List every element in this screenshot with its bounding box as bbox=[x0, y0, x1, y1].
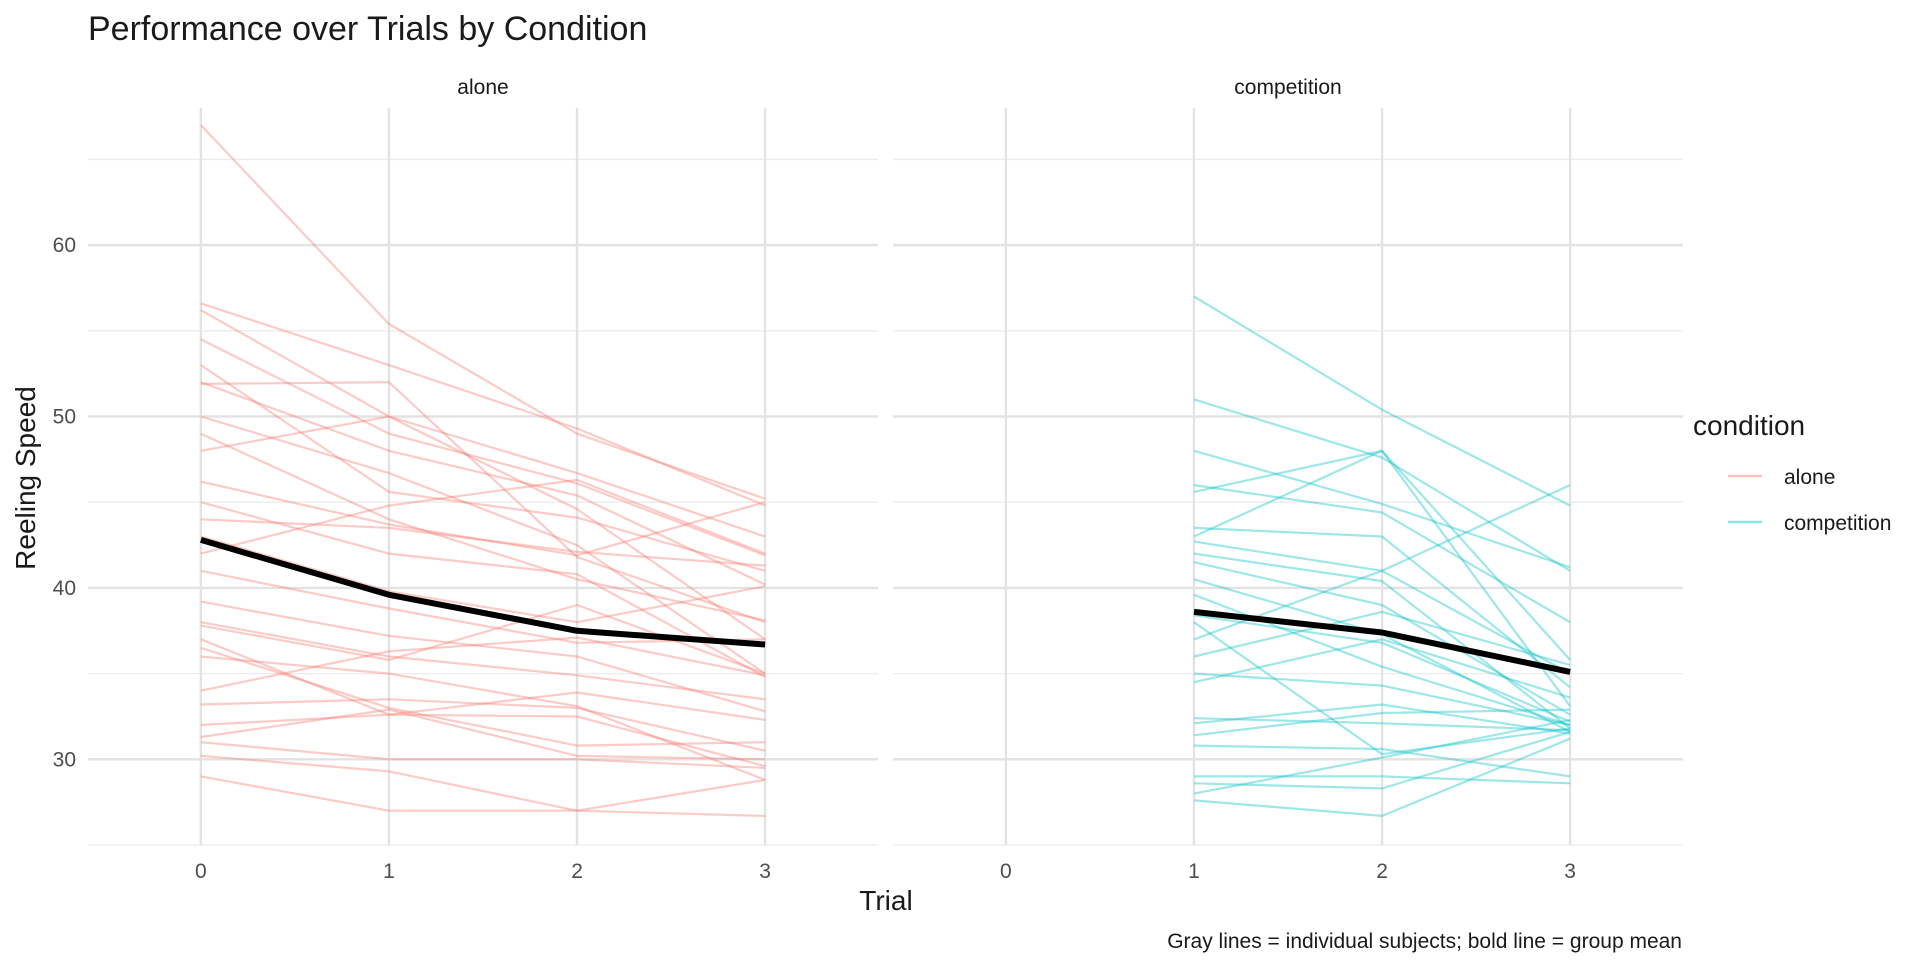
subject-line-alone bbox=[200, 698, 766, 752]
subject-line-alone bbox=[200, 364, 766, 572]
subject-line-alone bbox=[200, 636, 766, 692]
subject-line-alone bbox=[200, 518, 766, 567]
subject-line-alone bbox=[200, 754, 766, 812]
x-axis-title: Trial bbox=[859, 885, 912, 916]
subject-line-competition bbox=[1193, 552, 1571, 730]
y-tick-label: 60 bbox=[53, 234, 76, 257]
subject-line-competition bbox=[1193, 295, 1571, 507]
subject-line-competition bbox=[1193, 703, 1571, 735]
subject-line-competition bbox=[1193, 614, 1571, 723]
y-tick-label: 40 bbox=[53, 577, 76, 600]
subject-line-competition bbox=[1193, 526, 1571, 689]
subject-line-competition bbox=[1193, 718, 1571, 795]
subject-line-alone bbox=[200, 309, 766, 538]
subject-line-competition bbox=[1193, 708, 1571, 737]
legend-label-competition: competition bbox=[1784, 512, 1891, 535]
subject-line-competition bbox=[1193, 638, 1571, 699]
x-tick-label: 2 bbox=[571, 860, 583, 883]
subject-line-alone bbox=[200, 600, 766, 713]
subject-line-alone bbox=[200, 415, 766, 641]
subject-line-alone bbox=[200, 124, 766, 500]
subject-line-alone bbox=[200, 638, 766, 721]
subject-line-alone bbox=[200, 501, 766, 678]
y-axis-title: Reeling Speed bbox=[10, 386, 41, 570]
subject-line-competition bbox=[1193, 744, 1571, 778]
subject-line-alone bbox=[200, 478, 766, 555]
subject-line-alone bbox=[200, 302, 766, 507]
subject-line-alone bbox=[200, 338, 766, 557]
subject-line-competition bbox=[1194, 775, 1571, 785]
legend-title: condition bbox=[1693, 410, 1805, 441]
x-tick-label: 1 bbox=[383, 860, 395, 883]
subject-line-competition bbox=[1193, 398, 1571, 572]
subject-line-alone bbox=[200, 741, 766, 769]
subject-line-alone bbox=[200, 535, 766, 624]
subject-line-competition bbox=[1193, 484, 1571, 624]
subject-line-competition bbox=[1193, 540, 1571, 675]
subject-line-alone bbox=[200, 415, 766, 675]
y-tick-label: 30 bbox=[53, 748, 76, 771]
subject-line-alone bbox=[200, 381, 766, 624]
subject-line-competition bbox=[1193, 561, 1571, 716]
panels: alone 0 1 2 3 30 40 50 60 competition 0 1 2 3 bbox=[53, 76, 1683, 883]
strip-label-alone: alone bbox=[457, 76, 508, 99]
subject-line-competition bbox=[1193, 449, 1571, 661]
subject-line-competition bbox=[1193, 610, 1571, 667]
subject-line-alone bbox=[200, 480, 766, 557]
subject-line-competition bbox=[1193, 621, 1571, 756]
x-tick-label: 0 bbox=[1000, 860, 1012, 883]
subject-line-competition bbox=[1193, 730, 1571, 790]
subject-line-competition bbox=[1193, 672, 1571, 727]
x-tick-label: 1 bbox=[1188, 860, 1200, 883]
mean-line-competition bbox=[1193, 608, 1571, 675]
subject-line-alone bbox=[200, 381, 766, 586]
y-tick-label: 50 bbox=[53, 406, 76, 429]
panel-alone: alone 0 1 2 3 30 40 50 60 bbox=[53, 76, 878, 883]
subject-line-alone bbox=[200, 646, 766, 747]
caption: Gray lines = individual subjects; bold l… bbox=[1167, 930, 1682, 953]
subject-line-competition bbox=[1193, 717, 1571, 732]
subject-line-alone bbox=[200, 432, 766, 622]
subject-line-competition bbox=[1193, 449, 1571, 707]
strip-label-competition: competition bbox=[1234, 76, 1341, 99]
x-tick-label: 0 bbox=[195, 860, 207, 883]
mean-line-alone bbox=[200, 537, 766, 648]
x-tick-label: 3 bbox=[1564, 860, 1576, 883]
subject-line-competition bbox=[1193, 449, 1571, 569]
subject-line-alone bbox=[200, 708, 766, 761]
panel-competition: competition 0 1 2 3 bbox=[893, 76, 1683, 883]
subject-line-alone bbox=[200, 775, 766, 817]
subject-line-alone bbox=[200, 713, 766, 768]
x-tick-label: 3 bbox=[759, 860, 771, 883]
subject-line-alone bbox=[200, 655, 766, 781]
legend-label-alone: alone bbox=[1784, 466, 1835, 489]
subject-line-competition bbox=[1193, 737, 1571, 817]
chart-title: Performance over Trials by Condition bbox=[88, 10, 647, 48]
legend: condition alone competition bbox=[1693, 410, 1891, 535]
subject-line-alone bbox=[200, 569, 766, 644]
subject-line-alone bbox=[200, 621, 766, 701]
x-tick-label: 2 bbox=[1376, 860, 1388, 883]
